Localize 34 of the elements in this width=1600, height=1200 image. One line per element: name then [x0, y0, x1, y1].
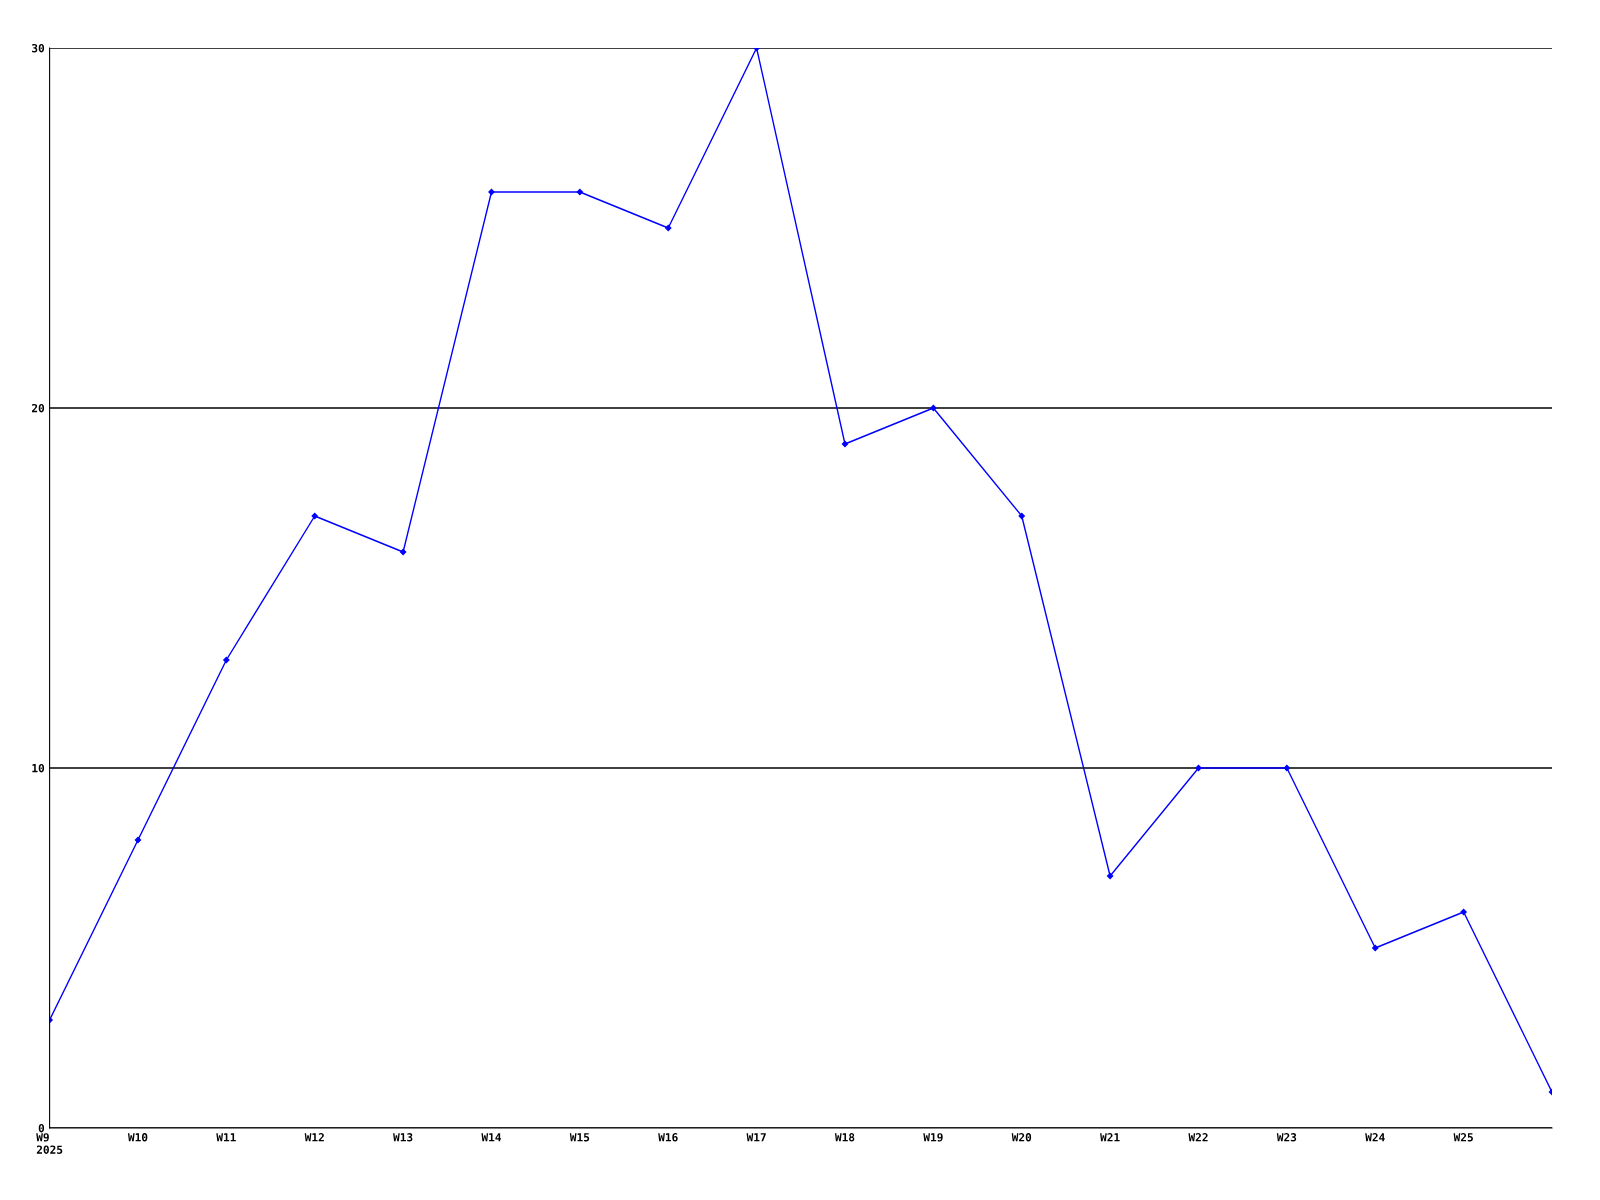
point	[576, 188, 584, 196]
point	[223, 656, 230, 664]
x-tick-label: W13	[393, 1133, 413, 1142]
x-tick-label: W18	[834, 1133, 855, 1142]
point	[1372, 944, 1379, 952]
point	[134, 836, 142, 844]
point	[841, 440, 849, 448]
x-tick-label: W23	[1276, 1133, 1297, 1142]
x-tick-label: W10	[127, 1133, 148, 1142]
point	[930, 404, 937, 412]
x-tick-label: W15	[569, 1133, 590, 1142]
y-tick-label: 10	[32, 763, 45, 773]
x-tick-label: W19	[923, 1133, 943, 1142]
x-tick-label: W17	[746, 1133, 766, 1142]
x-tick-label: W24	[1365, 1133, 1385, 1142]
x-tick-label: W20	[1011, 1133, 1032, 1142]
point	[1283, 764, 1291, 772]
point	[665, 224, 672, 232]
x-tick-label: W14	[481, 1133, 502, 1142]
point	[311, 512, 318, 520]
y-tick-label: 0	[38, 1123, 45, 1133]
point	[1460, 908, 1467, 916]
x-tick-label: W22	[1188, 1133, 1208, 1142]
x-tick-label: W21	[1100, 1133, 1120, 1142]
x-tick-label: W12	[304, 1133, 324, 1142]
point	[399, 548, 407, 556]
x-tick-label: W9 2025	[36, 1133, 63, 1154]
x-tick-label: W16	[658, 1133, 678, 1142]
y-tick-label: 20	[31, 403, 45, 413]
y-tick-label: 30	[32, 43, 45, 53]
point	[1106, 872, 1114, 880]
point	[1018, 512, 1025, 520]
x-tick-label: W25	[1453, 1133, 1473, 1142]
x-tick-label: W11	[216, 1133, 236, 1142]
